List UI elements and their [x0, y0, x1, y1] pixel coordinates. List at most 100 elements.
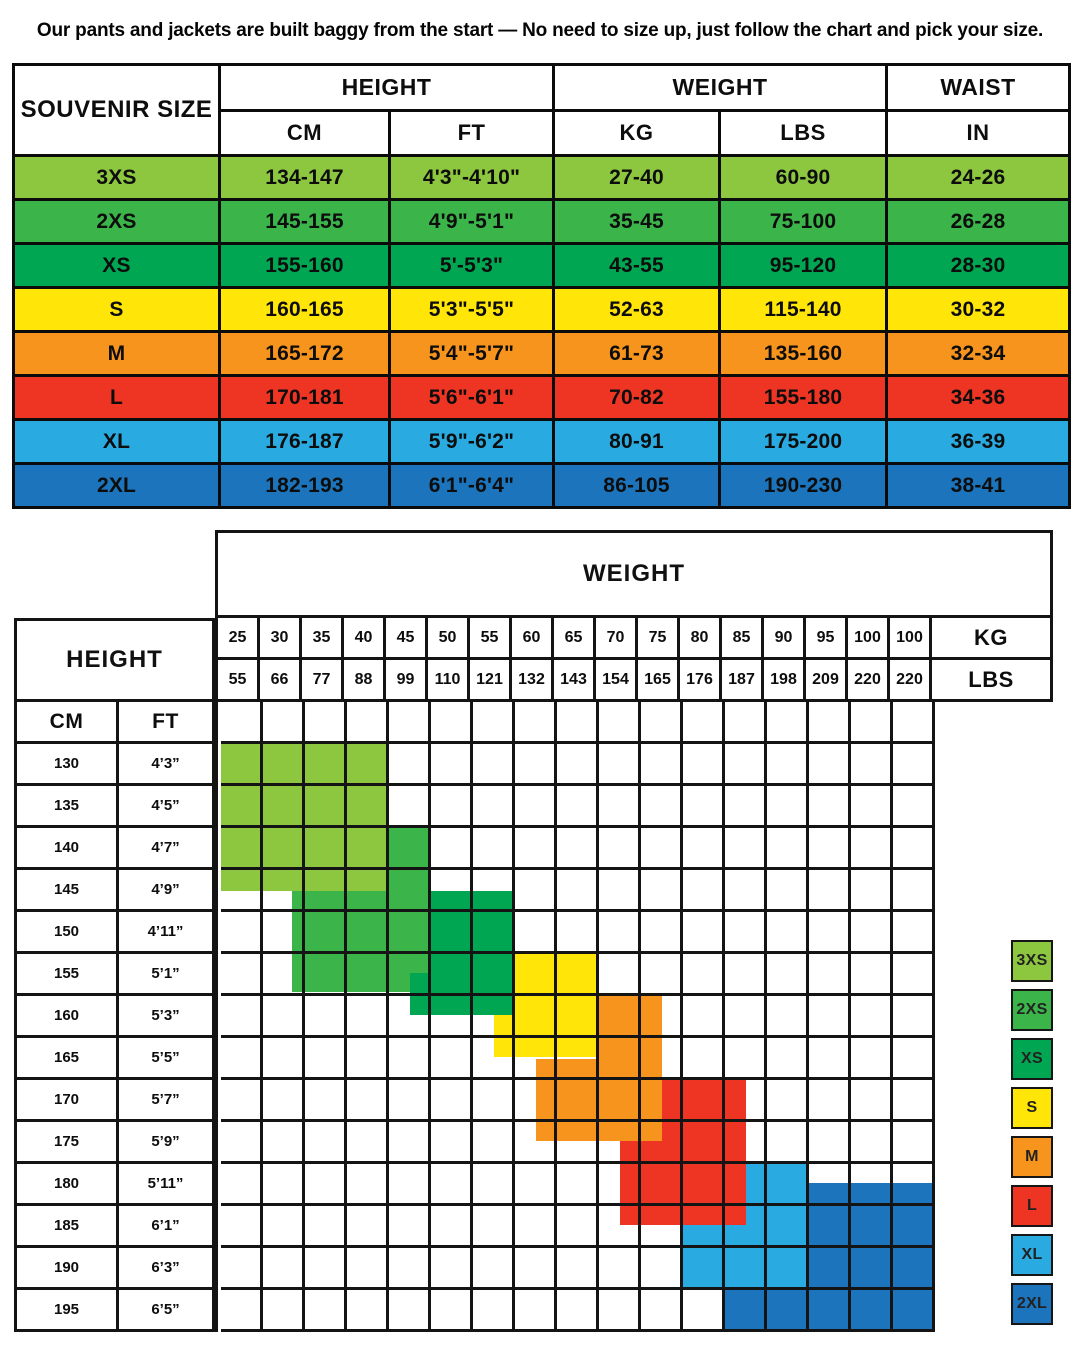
legend-item-2xs: 2XS: [1011, 989, 1053, 1031]
grid-cell: [809, 786, 851, 828]
size-cell-size: L: [12, 374, 221, 421]
grid-cell: [221, 996, 263, 1038]
grid-cell: [221, 786, 263, 828]
grid-cell: [683, 786, 725, 828]
grid-cell: [263, 1290, 305, 1332]
size-cell-lbs: 190-230: [718, 462, 889, 509]
size-cell-lbs: 115-140: [718, 286, 889, 333]
grid-cell: [473, 828, 515, 870]
size-cell-kg: 27-40: [552, 154, 722, 201]
kg-tick: 45: [386, 618, 428, 660]
grid-cell: [389, 786, 431, 828]
grid-cell: [389, 702, 431, 744]
grid-cell: [725, 1248, 767, 1290]
size-table-title: SOUVENIR SIZE: [12, 63, 221, 157]
size-cell-lbs: 135-160: [718, 330, 889, 377]
grid-cell: [221, 1122, 263, 1164]
grid-cell: [431, 1080, 473, 1122]
grid-cell: [305, 1164, 347, 1206]
grid-cell: [809, 744, 851, 786]
grid-cell: [515, 1248, 557, 1290]
grid-cell: [767, 996, 809, 1038]
grid-cell: [557, 912, 599, 954]
grid-cell: [683, 1122, 725, 1164]
height-ft-tick: 5’3”: [119, 996, 215, 1038]
height-cm-tick: 140: [17, 828, 119, 870]
size-row-xl: XL 176-187 5'9"-6'2" 80-91 175-200 36-39: [12, 418, 1072, 465]
size-cell-size: XS: [12, 242, 221, 289]
kg-tick: 80: [680, 618, 722, 660]
grid-cell: [683, 702, 725, 744]
grid-cell: [893, 1038, 935, 1080]
grid-cell: [725, 828, 767, 870]
size-cell-cm: 155-160: [218, 242, 391, 289]
grid-cell: [305, 828, 347, 870]
size-cell-cm: 176-187: [218, 418, 391, 465]
grid-cell: [557, 870, 599, 912]
grid-cell: [893, 828, 935, 870]
grid-cell: [851, 744, 893, 786]
grid-cell: [767, 954, 809, 996]
height-cm-tick: 130: [17, 744, 119, 786]
grid-cell: [305, 996, 347, 1038]
grid-cell: [641, 1248, 683, 1290]
grid-cell: [389, 870, 431, 912]
grid-cell: [599, 786, 641, 828]
kg-tick: 85: [722, 618, 764, 660]
kg-tick: 100: [890, 618, 932, 660]
grid-cell: [263, 1206, 305, 1248]
lbs-tick: 121: [470, 660, 512, 702]
grid-cell: [851, 1080, 893, 1122]
size-cell-waist_in: 36-39: [885, 418, 1072, 465]
grid-cell: [263, 1038, 305, 1080]
grid-cell: [767, 1038, 809, 1080]
grid-cell: [221, 1290, 263, 1332]
grid-cell: [515, 996, 557, 1038]
legend-item-s: S: [1011, 1087, 1053, 1129]
grid-cell: [263, 786, 305, 828]
size-cell-ft: 4'3"-4'10": [387, 154, 556, 201]
size-cell-waist_in: 28-30: [885, 242, 1072, 289]
height-cm-tick: 185: [17, 1206, 119, 1248]
height-ft-tick: 5’7”: [119, 1080, 215, 1122]
size-cell-lbs: 75-100: [718, 198, 889, 245]
lbs-tick: 154: [596, 660, 638, 702]
grid-cell: [641, 954, 683, 996]
legend-item-2xl: 2XL: [1011, 1283, 1053, 1325]
grid-cell: [557, 786, 599, 828]
size-cell-waist_in: 34-36: [885, 374, 1072, 421]
grid-cell: [473, 744, 515, 786]
grid-cell: [431, 1164, 473, 1206]
grid-cell: [221, 1038, 263, 1080]
grid-cell: [809, 1206, 851, 1248]
grid-cell: [851, 1038, 893, 1080]
kg-tick: 25: [218, 618, 260, 660]
grid-cell: [557, 954, 599, 996]
grid-cell: [767, 1164, 809, 1206]
grid-cell: [725, 870, 767, 912]
grid-cell: [809, 1122, 851, 1164]
grid-cell: [725, 786, 767, 828]
grid-cell: [725, 1038, 767, 1080]
height-axis-title: HEIGHT: [14, 618, 215, 702]
size-cell-kg: 35-45: [552, 198, 722, 245]
grid-cell: [347, 870, 389, 912]
grid-cell: [683, 1080, 725, 1122]
grid-cell: [851, 1122, 893, 1164]
size-cell-lbs: 95-120: [718, 242, 889, 289]
lbs-tick: 55: [218, 660, 260, 702]
grid-cell: [305, 1248, 347, 1290]
grid-cell: [389, 1164, 431, 1206]
grid-cell: [305, 1080, 347, 1122]
grid-cell: [557, 1248, 599, 1290]
grid-cell: [347, 786, 389, 828]
grid-cell: [263, 996, 305, 1038]
grid-cell: [809, 1038, 851, 1080]
grid-cell: [809, 1248, 851, 1290]
grid-cell: [515, 1164, 557, 1206]
grid-cell: [515, 912, 557, 954]
grid-cell: [725, 1080, 767, 1122]
grid-cell: [809, 912, 851, 954]
grid-cell: [473, 1080, 515, 1122]
grid-cell: [683, 1206, 725, 1248]
